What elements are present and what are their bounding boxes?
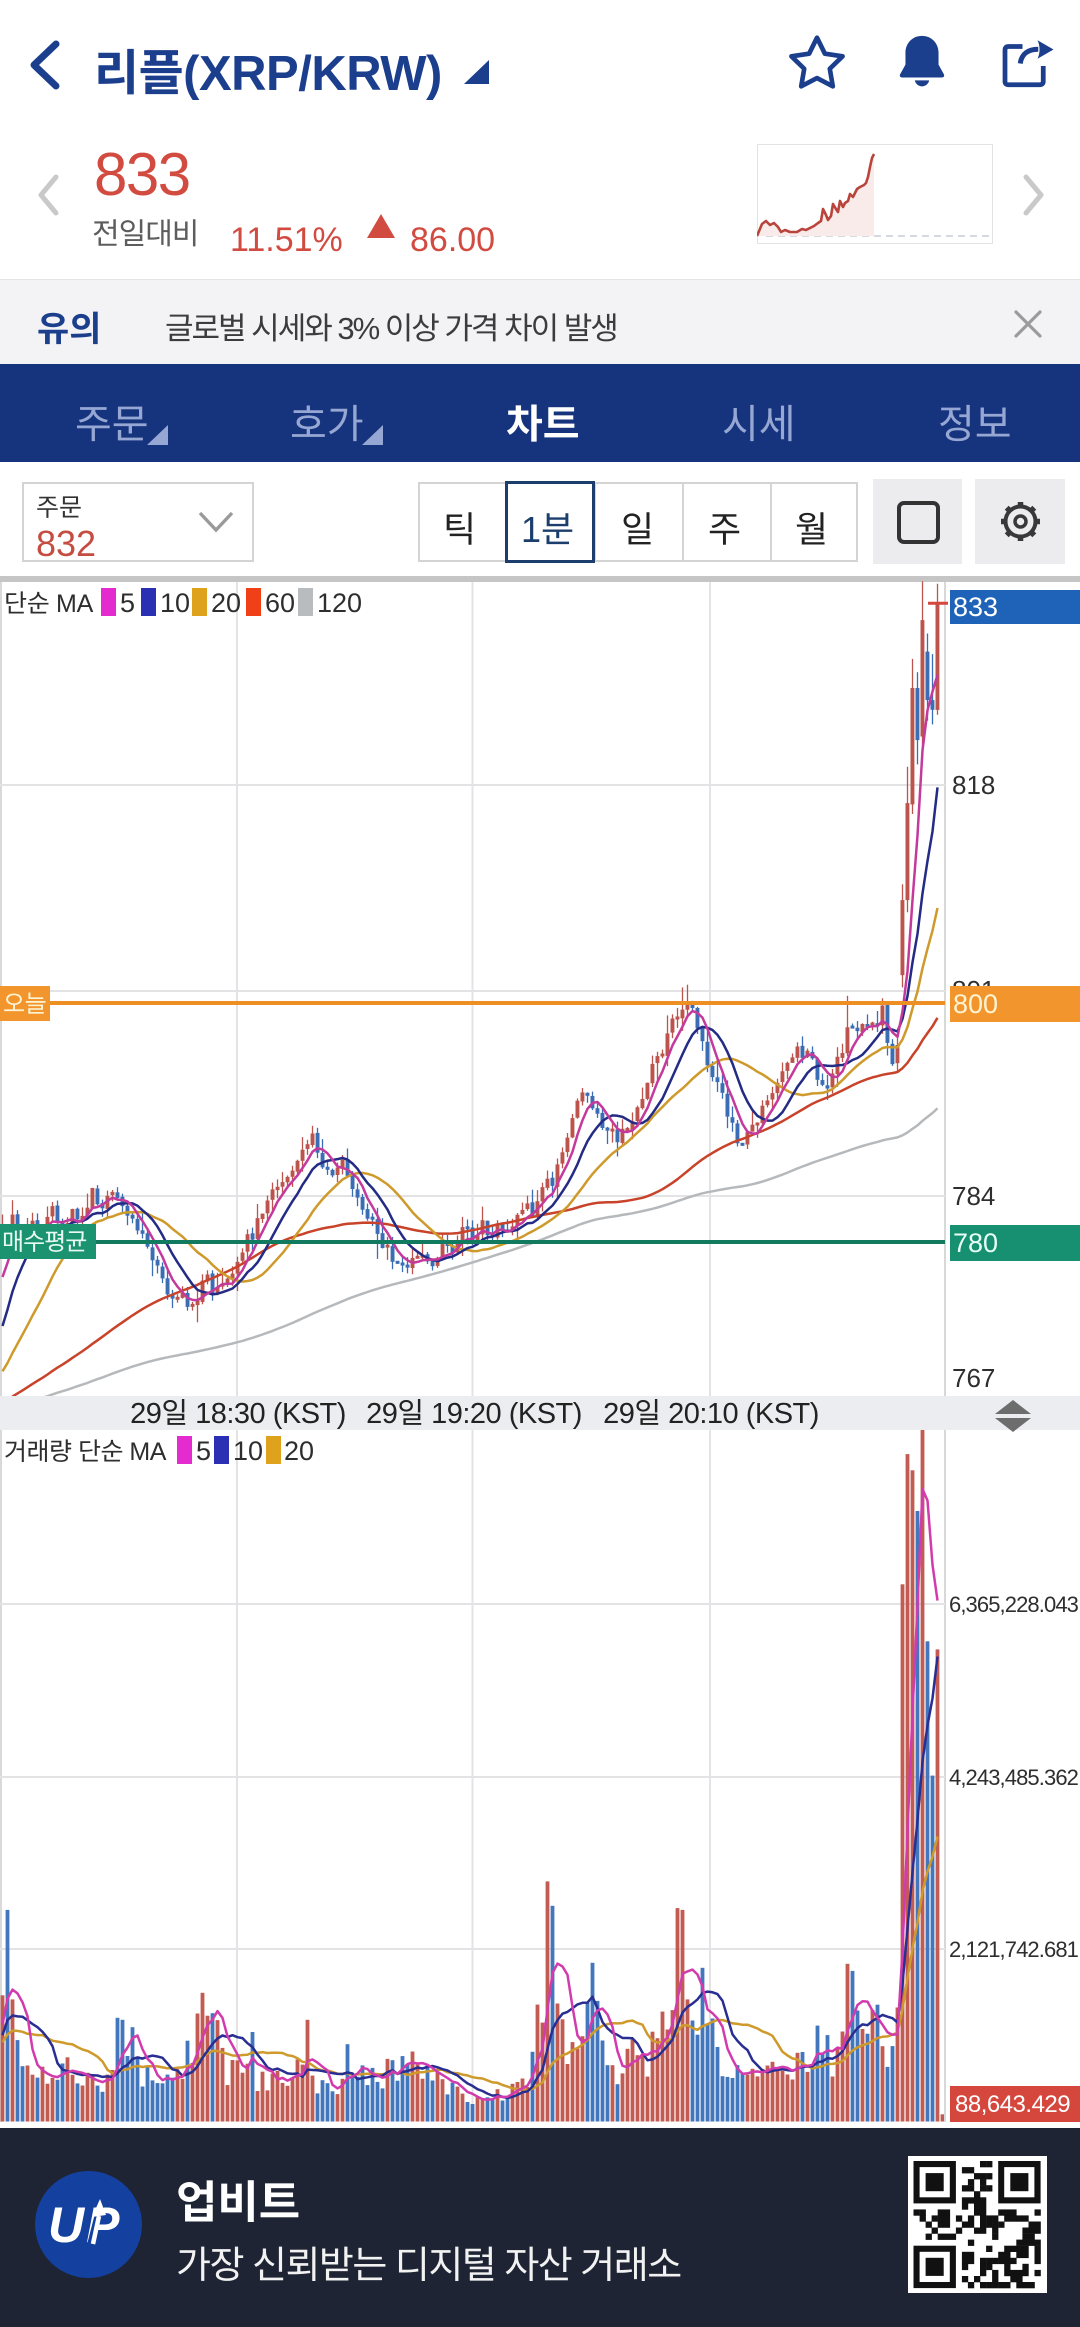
svg-text:29일 18:30 (KST): 29일 18:30 (KST): [130, 1390, 346, 1432]
svg-text:818: 818: [952, 765, 995, 802]
svg-text:29일 19:20 (KST): 29일 19:20 (KST): [366, 1390, 582, 1432]
svg-text:매수평균: 매수평균: [2, 1222, 86, 1257]
svg-text:60: 60: [265, 581, 295, 620]
svg-text:UP: UP: [48, 2197, 121, 2253]
svg-text:10: 10: [233, 1429, 263, 1468]
svg-text:10: 10: [160, 581, 190, 620]
svg-text:29일 20:10 (KST): 29일 20:10 (KST): [603, 1390, 819, 1432]
svg-text:단순 MA: 단순 MA: [4, 584, 94, 620]
svg-text:784: 784: [952, 1176, 995, 1213]
svg-text:6,365,228.043: 6,365,228.043: [949, 1587, 1079, 1619]
svg-text:780: 780: [953, 1221, 998, 1260]
svg-text:2,121,742.681: 2,121,742.681: [949, 1932, 1079, 1964]
svg-text:5: 5: [120, 581, 135, 620]
svg-text:거래량 단순 MA: 거래량 단순 MA: [4, 1432, 167, 1468]
svg-text:88,643.429: 88,643.429: [955, 2084, 1070, 2119]
svg-text:833: 833: [953, 585, 998, 624]
svg-text:4,243,485.362: 4,243,485.362: [949, 1760, 1079, 1792]
svg-text:20: 20: [211, 581, 241, 620]
svg-text:오늘: 오늘: [3, 984, 46, 1019]
svg-text:120: 120: [317, 581, 362, 620]
svg-text:767: 767: [952, 1358, 995, 1395]
svg-text:5: 5: [196, 1429, 211, 1468]
svg-text:20: 20: [284, 1429, 314, 1468]
svg-text:800: 800: [953, 982, 998, 1021]
